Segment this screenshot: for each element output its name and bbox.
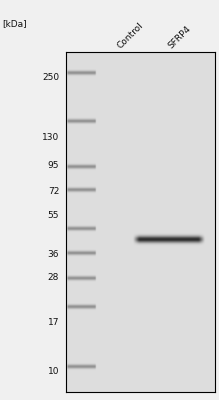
- Text: SFRP4: SFRP4: [167, 24, 193, 50]
- Text: 10: 10: [48, 366, 59, 376]
- Text: 36: 36: [48, 250, 59, 259]
- Text: 95: 95: [48, 161, 59, 170]
- Text: 130: 130: [42, 133, 59, 142]
- Text: [kDa]: [kDa]: [2, 19, 27, 28]
- Text: 17: 17: [48, 318, 59, 327]
- Text: 250: 250: [42, 73, 59, 82]
- Text: 72: 72: [48, 186, 59, 196]
- Text: Control: Control: [116, 20, 145, 50]
- Text: 28: 28: [48, 273, 59, 282]
- Text: 55: 55: [48, 211, 59, 220]
